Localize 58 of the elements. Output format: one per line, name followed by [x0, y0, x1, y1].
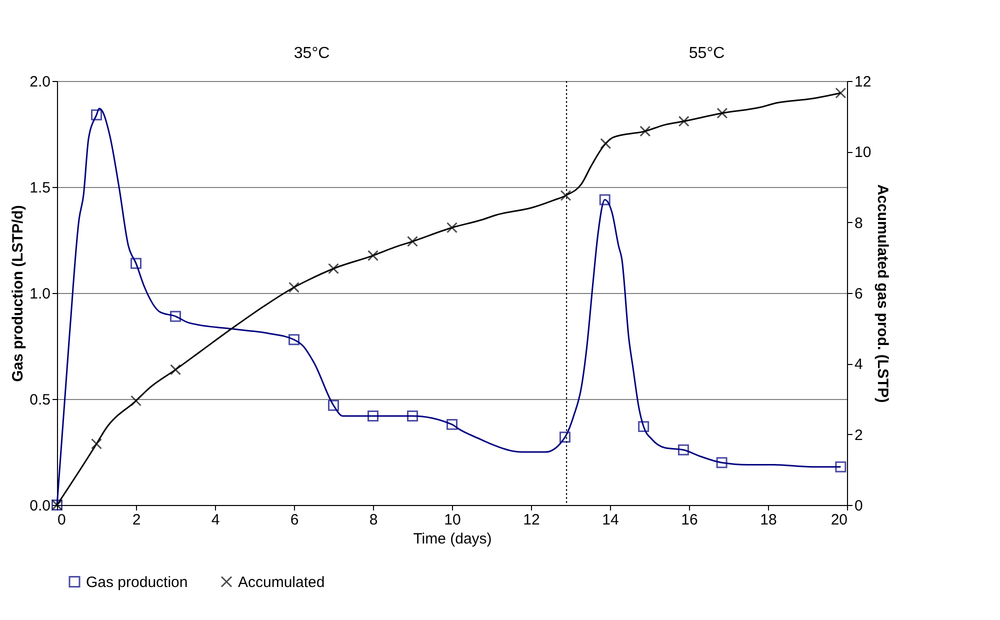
point: [368, 250, 378, 262]
y-axis-title: Gas production (LSTP/d): [10, 205, 27, 382]
point: [368, 410, 378, 422]
point: [600, 138, 612, 150]
point: [328, 400, 339, 411]
x-tick-label: 20: [830, 512, 848, 528]
y-tick-label: 1.0: [30, 286, 50, 302]
point: [407, 410, 418, 422]
point: [170, 310, 181, 322]
point: [678, 444, 689, 456]
point: [91, 109, 102, 120]
point: [638, 421, 650, 432]
point: [559, 432, 570, 443]
y2-tick-label: 6: [854, 286, 863, 302]
point: [835, 88, 846, 99]
x-axis-title: Time (days): [413, 530, 492, 548]
point: [446, 222, 458, 234]
y-tick-label: 2.0: [30, 74, 50, 90]
x-tick-label: 10: [444, 512, 461, 528]
point: [328, 263, 339, 274]
x-tick-label: 0: [58, 512, 66, 528]
text: 35°C: [294, 45, 330, 62]
x-tick-label: 8: [369, 512, 378, 528]
text: 55°C: [688, 45, 725, 62]
x-tick-label: 16: [681, 512, 698, 528]
x-tick-label: 6: [290, 512, 299, 528]
point: [91, 438, 102, 450]
point: [170, 364, 181, 376]
point: [288, 334, 300, 346]
point: [446, 418, 458, 430]
x-tick-label: 12: [523, 512, 540, 528]
y-tick-label: 0.5: [30, 392, 50, 408]
point: [130, 258, 142, 269]
point: [640, 126, 651, 137]
point: [678, 116, 690, 127]
x-tick-label: 2: [132, 512, 141, 528]
point: [599, 194, 610, 206]
y2-tick-label: 12: [854, 74, 872, 90]
y2-tick-label: 2: [854, 426, 863, 444]
x-tick-label: 14: [602, 512, 619, 528]
y-tick-label: 1.5: [30, 180, 50, 196]
y-tick-label: 0.0: [30, 498, 50, 514]
point: [407, 236, 418, 247]
point: [130, 395, 142, 406]
y2-axis-title: Accumulated gas prod. (LSTP): [874, 184, 892, 403]
point: [835, 461, 846, 472]
point: [716, 457, 728, 468]
y2-tick-label: 4: [854, 356, 863, 374]
point: [288, 282, 300, 293]
y2-tick-label: 10: [854, 144, 872, 162]
legend-label: Accumulated: [238, 574, 325, 591]
point: [560, 190, 572, 201]
x-tick-label: 18: [760, 512, 777, 528]
point: [716, 108, 728, 119]
legend-label: Gas production: [86, 574, 188, 591]
x-tick-label: 4: [211, 512, 220, 528]
y2-tick-label: 0: [854, 498, 863, 514]
y2-tick-label: 8: [854, 214, 863, 232]
